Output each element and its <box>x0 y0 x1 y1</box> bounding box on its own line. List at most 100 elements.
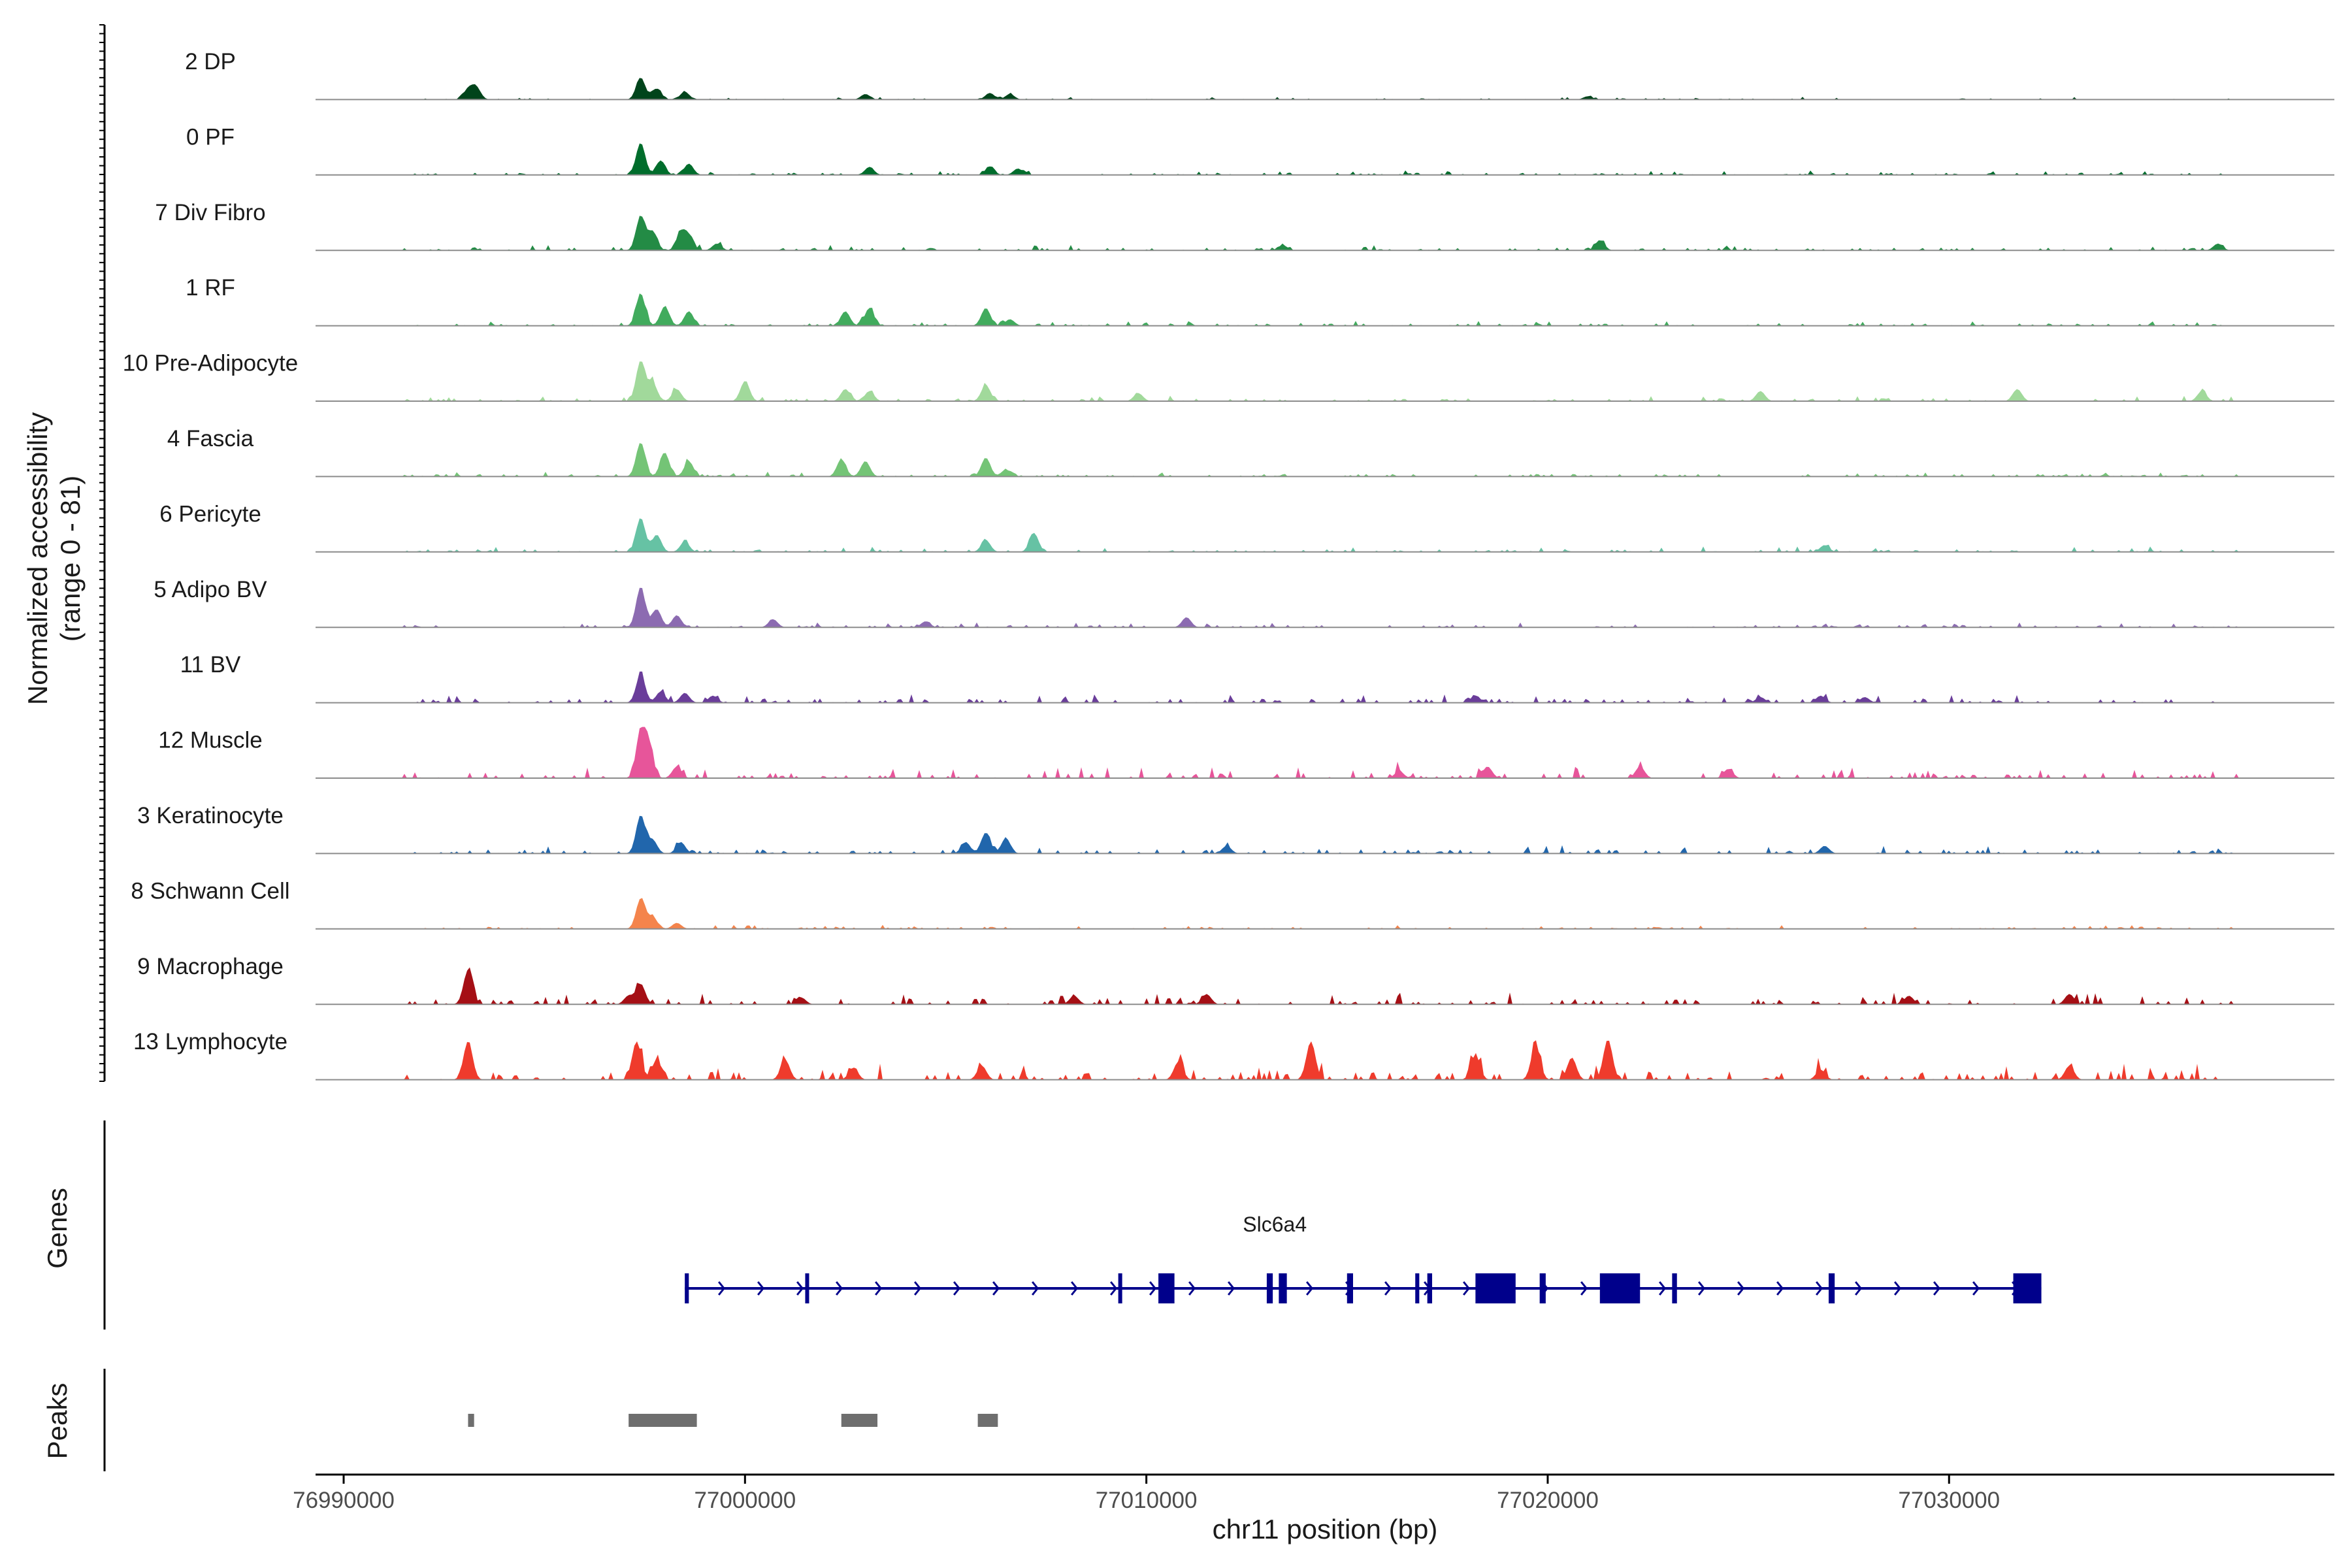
peak-region <box>841 1414 878 1427</box>
gene-exon <box>1427 1273 1433 1303</box>
strand-arrow <box>1149 1281 1157 1296</box>
coverage-area <box>316 518 2334 552</box>
gene-exon <box>1118 1273 1122 1303</box>
coverage-area <box>316 898 2334 929</box>
coverage-area <box>316 671 2334 703</box>
x-axis-tick-label: 76990000 <box>293 1488 395 1513</box>
genes-panel: Slc6a4 <box>103 1120 2042 1330</box>
gene-exon <box>1599 1273 1641 1303</box>
track-label: 8 Schwann Cell <box>131 878 289 904</box>
strand-arrow <box>1580 1281 1588 1296</box>
coverage-tracks: 2 DP 0 PF 7 Div Fibro 1 RF 10 Pre-Adipocyte 4… <box>123 49 2334 1081</box>
strand-arrow <box>953 1281 961 1296</box>
strand-arrow <box>1972 1281 1980 1296</box>
coverage-area <box>316 587 2334 628</box>
track-label: 3 Keratinocyte <box>137 803 284 828</box>
gene-exon <box>1347 1273 1354 1303</box>
peak-region <box>468 1414 474 1427</box>
genes-panel-label: Genes <box>42 1188 73 1269</box>
strand-arrow <box>1658 1281 1667 1296</box>
track-label: 12 Muscle <box>158 728 263 753</box>
peaks-panel <box>103 1369 998 1471</box>
track-label: 6 Pericyte <box>159 501 261 527</box>
strand-arrow <box>796 1281 804 1296</box>
strand-arrow <box>1384 1281 1392 1296</box>
gene-exon <box>805 1273 809 1303</box>
strand-arrow <box>717 1281 726 1296</box>
x-axis-tick-label: 77020000 <box>1497 1488 1599 1513</box>
track-4: 10 Pre-Adipocyte <box>123 351 2334 402</box>
track-6: 6 Pericyte <box>159 501 2334 553</box>
coverage-area <box>316 967 2334 1005</box>
track-12: 9 Macrophage <box>137 954 2334 1005</box>
track-7: 5 Adipo BV <box>154 577 2334 629</box>
strand-arrow <box>1227 1281 1235 1296</box>
strand-arrow <box>1893 1281 1902 1296</box>
gene-exon <box>1672 1273 1677 1303</box>
track-13: 13 Lymphocyte <box>133 1029 2334 1081</box>
track-label: 7 Div Fibro <box>155 200 265 225</box>
track-1: 0 PF <box>186 124 2334 176</box>
track-11: 8 Schwann Cell <box>131 878 2334 930</box>
y-axis-title-line1: Normalized accessibility <box>22 412 53 705</box>
strand-arrow <box>874 1281 883 1296</box>
coverage-area <box>316 293 2334 326</box>
strand-arrow <box>1070 1281 1079 1296</box>
strand-arrow <box>1305 1281 1314 1296</box>
strand-arrow <box>1697 1281 1706 1296</box>
gene-exon <box>1415 1273 1420 1303</box>
strand-arrow <box>1854 1281 1863 1296</box>
track-0: 2 DP <box>185 49 2334 101</box>
track-label: 2 DP <box>185 49 236 74</box>
strand-arrow <box>1109 1281 1118 1296</box>
strand-arrow <box>913 1281 922 1296</box>
strand-arrow <box>757 1281 765 1296</box>
strand-arrow <box>1933 1281 1941 1296</box>
strand-arrow <box>1462 1281 1471 1296</box>
strand-arrow <box>1031 1281 1039 1296</box>
track-5: 4 Fascia <box>167 426 2334 478</box>
track-8: 11 BV <box>180 652 2334 704</box>
track-3: 1 RF <box>186 275 2334 327</box>
strand-arrow <box>1815 1281 1823 1296</box>
track-label: 1 RF <box>186 275 235 301</box>
gene-exon <box>1279 1273 1287 1303</box>
peak-region <box>977 1414 998 1427</box>
coverage-area <box>316 361 2334 401</box>
gene-exon <box>1539 1273 1546 1303</box>
coverage-area <box>316 216 2334 251</box>
track-label: 4 Fascia <box>167 426 254 451</box>
gene-exon <box>1828 1273 1835 1303</box>
track-label: 9 Macrophage <box>137 954 284 979</box>
gene-name-label: Slc6a4 <box>1243 1213 1307 1236</box>
peak-region <box>629 1414 697 1427</box>
coverage-y-axis <box>99 24 106 1082</box>
x-axis: 76990000 77000000 77010000 77020000 77030000 <box>293 1473 2334 1513</box>
strand-arrow <box>1188 1281 1196 1296</box>
gene-exon <box>1158 1273 1175 1303</box>
strand-arrow <box>992 1281 1000 1296</box>
track-9: 12 Muscle <box>158 727 2334 779</box>
coverage-area <box>316 78 2334 100</box>
track-label: 10 Pre-Adipocyte <box>123 351 298 376</box>
x-axis-title: chr11 position (bp) <box>1213 1514 1438 1544</box>
y-axis-title-line2: (range 0 - 81) <box>55 476 86 642</box>
track-10: 3 Keratinocyte <box>137 803 2334 855</box>
gene-exon <box>2013 1273 2042 1303</box>
coverage-area <box>316 815 2334 854</box>
track-label: 0 PF <box>186 124 235 150</box>
track-label: 11 BV <box>180 652 241 678</box>
track-label: 13 Lymphocyte <box>133 1029 287 1054</box>
track-2: 7 Div Fibro <box>155 200 2334 252</box>
x-axis-tick-label: 77000000 <box>694 1488 796 1513</box>
x-axis-tick-label: 77010000 <box>1096 1488 1198 1513</box>
coverage-area <box>316 727 2334 778</box>
track-label: 5 Adipo BV <box>154 577 267 602</box>
coverage-area <box>316 143 2334 175</box>
coverage-area <box>316 1040 2334 1080</box>
x-axis-tick-label: 77030000 <box>1898 1488 2000 1513</box>
strand-arrow <box>1776 1281 1784 1296</box>
gene-exon <box>1266 1273 1273 1303</box>
strand-arrow <box>835 1281 843 1296</box>
